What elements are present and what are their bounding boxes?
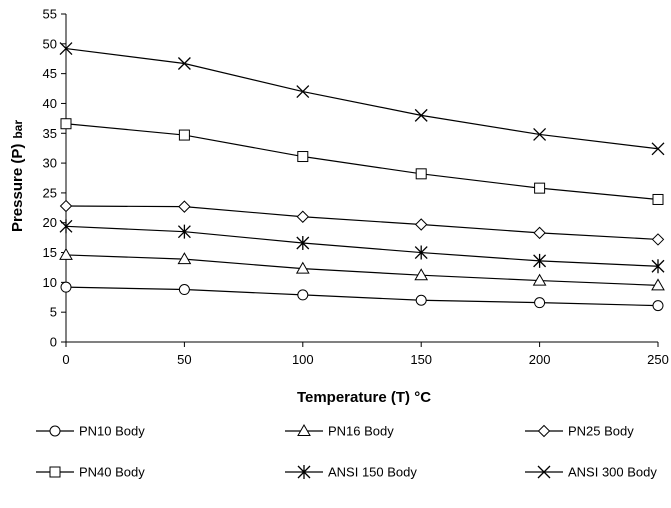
legend-item: PN16 Body <box>285 424 394 439</box>
series-ansi-150-body <box>59 219 665 274</box>
data-point <box>178 200 191 213</box>
data-point <box>651 278 665 291</box>
legend-label: PN16 Body <box>328 424 394 439</box>
data-point <box>533 128 547 141</box>
series-group <box>59 42 665 312</box>
data-point <box>651 142 665 156</box>
data-point <box>533 253 547 268</box>
data-point <box>60 118 72 130</box>
data-point <box>59 219 73 234</box>
x-tick-label: 200 <box>529 352 551 367</box>
data-point <box>178 129 190 141</box>
series-pn16-body <box>59 247 665 291</box>
y-tick-label: 15 <box>43 245 57 260</box>
y-tick-label: 50 <box>43 36 57 51</box>
y-tick-label: 0 <box>50 335 57 350</box>
y-tick-label: 25 <box>43 185 57 200</box>
legend-label: ANSI 300 Body <box>568 465 657 480</box>
x-tick-label: 150 <box>410 352 432 367</box>
data-point <box>177 224 191 239</box>
data-point <box>49 466 61 478</box>
legend-label: ANSI 150 Body <box>328 465 417 480</box>
data-point <box>49 425 61 437</box>
data-point <box>414 245 428 260</box>
data-point <box>60 281 72 293</box>
y-tick-label: 5 <box>50 305 57 320</box>
data-point <box>178 284 190 296</box>
series-line <box>65 205 659 241</box>
x-tick-label: 100 <box>292 352 314 367</box>
data-point <box>652 300 664 312</box>
legend-item: PN10 Body <box>36 424 145 439</box>
y-tick-label: 45 <box>43 66 57 81</box>
data-point <box>59 247 73 260</box>
data-point <box>532 273 547 286</box>
y-tick-label: 40 <box>43 96 57 111</box>
data-point <box>652 193 664 205</box>
legend-item: PN40 Body <box>36 465 145 480</box>
x-tick-label: 0 <box>62 352 69 367</box>
legend-item: PN25 Body <box>525 424 634 439</box>
series-line <box>65 286 659 307</box>
series-line <box>65 47 659 150</box>
y-tick-label: 55 <box>43 7 57 22</box>
series-pn40-body <box>60 118 664 205</box>
data-point <box>296 236 310 251</box>
data-point <box>415 168 427 180</box>
data-point <box>297 423 311 436</box>
data-point <box>537 465 551 479</box>
data-point <box>651 259 665 274</box>
data-point <box>414 108 428 122</box>
series-line <box>65 123 659 201</box>
data-point <box>59 199 73 213</box>
y-tick-label: 10 <box>43 275 57 290</box>
data-point <box>177 57 191 70</box>
legend-label: PN10 Body <box>79 424 145 439</box>
y-tick-label: 30 <box>43 156 57 171</box>
data-point <box>415 294 427 306</box>
data-point <box>296 85 310 98</box>
y-tick-label: 20 <box>43 215 57 230</box>
x-axis-title: Temperature (T) °C <box>297 389 431 406</box>
y-axis-title-main: Pressure (P) <box>9 144 26 232</box>
y-tick-label: 35 <box>43 126 57 141</box>
data-point <box>295 261 310 274</box>
data-point <box>297 289 309 301</box>
series-pn10-body <box>60 281 664 312</box>
series-pn25-body <box>59 199 665 246</box>
data-point <box>537 424 551 438</box>
legend-item: ANSI 300 Body <box>525 465 657 480</box>
series-line <box>65 254 659 286</box>
x-ticks: 0 50 100 150 200 250 <box>62 342 669 367</box>
data-point <box>534 182 546 194</box>
y-ticks: 0 5 10 15 20 25 30 35 40 45 50 55 <box>43 7 66 350</box>
series-line <box>65 225 659 267</box>
data-point <box>533 226 546 240</box>
data-point <box>414 218 428 231</box>
data-point <box>297 151 309 163</box>
data-point <box>651 233 665 246</box>
series-ansi-300-body <box>59 42 665 156</box>
y-axis-title-unit: bar <box>11 120 25 139</box>
data-point <box>297 465 311 479</box>
x-tick-label: 250 <box>647 352 669 367</box>
x-tick-label: 50 <box>177 352 191 367</box>
legend: PN10 Body PN16 Body PN25 Body PN40 Body ANSI… <box>36 424 657 480</box>
legend-label: PN25 Body <box>568 424 634 439</box>
data-point <box>59 42 73 56</box>
legend-item: ANSI 150 Body <box>285 465 417 480</box>
data-point <box>177 252 192 265</box>
data-point <box>534 297 546 309</box>
data-point <box>296 210 310 223</box>
y-axis-title: Pressure (P) bar <box>9 120 26 232</box>
legend-label: PN40 Body <box>79 465 145 480</box>
data-point <box>414 268 429 281</box>
axes <box>65 14 658 343</box>
